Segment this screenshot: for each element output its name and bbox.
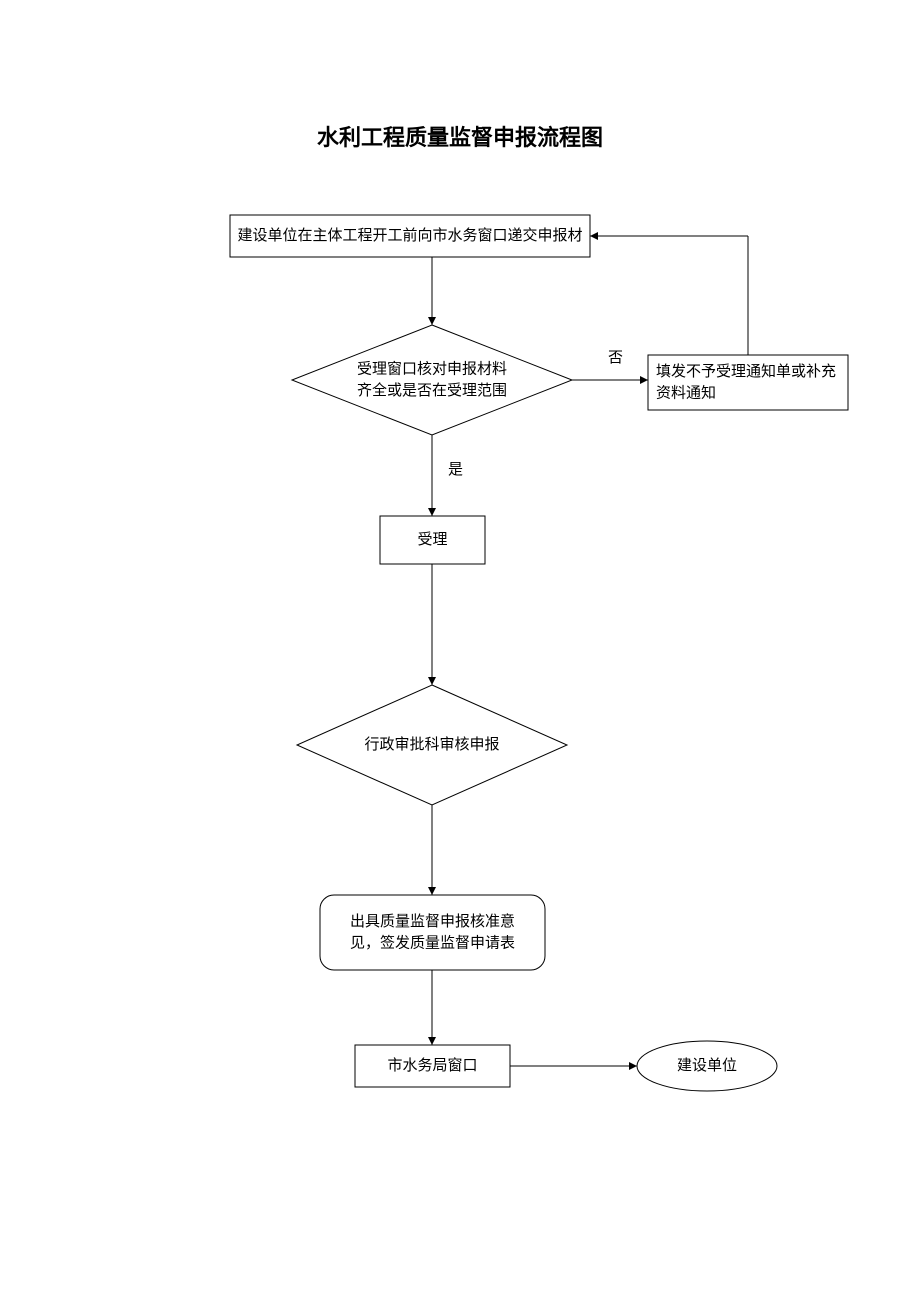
edge-label-4: 是 bbox=[448, 462, 463, 478]
svg-text:受理窗口核对申报材料: 受理窗口核对申报材料 bbox=[357, 359, 507, 377]
node-label-unit: 建设单位 bbox=[677, 1057, 737, 1074]
node-label-window: 市水务局窗口 bbox=[387, 1056, 477, 1074]
svg-text:市水务局窗口: 市水务局窗口 bbox=[387, 1056, 477, 1074]
svg-text:行政审批科审核申报: 行政审批科审核申报 bbox=[364, 736, 499, 753]
svg-text:资料通知: 资料通知 bbox=[656, 385, 716, 402]
node-issue bbox=[320, 895, 545, 970]
node-label-start: 建设单位在主体工程开工前向市水务窗口递交申报材 bbox=[237, 226, 582, 244]
svg-text:建设单位: 建设单位 bbox=[677, 1057, 737, 1074]
edge-label-1: 否 bbox=[608, 350, 623, 366]
svg-text:建设单位在主体工程开工前向市水务窗口递交申报材: 建设单位在主体工程开工前向市水务窗口递交申报材 bbox=[237, 226, 582, 244]
page: 水利工程质量监督申报流程图 否是建设单位在主体工程开工前向市水务窗口递交申报材受… bbox=[0, 0, 920, 1301]
node-check bbox=[292, 325, 572, 435]
svg-text:齐全或是否在受理范围: 齐全或是否在受理范围 bbox=[357, 381, 507, 399]
node-label-review: 行政审批科审核申报 bbox=[364, 736, 499, 753]
flowchart-svg: 否是 建设单位在主体工程开工前向市水务窗口递交申报材受理窗口核对申报材料齐全或是否… bbox=[0, 0, 920, 1301]
node-label-accept: 受理 bbox=[417, 531, 447, 548]
svg-text:受理: 受理 bbox=[417, 531, 447, 548]
svg-text:填发不予受理通知单或补充: 填发不予受理通知单或补充 bbox=[656, 363, 836, 380]
svg-text:出具质量监督申报核准意: 出具质量监督申报核准意 bbox=[350, 912, 515, 930]
svg-text:见，签发质量监督申请表: 见，签发质量监督申请表 bbox=[350, 935, 515, 952]
